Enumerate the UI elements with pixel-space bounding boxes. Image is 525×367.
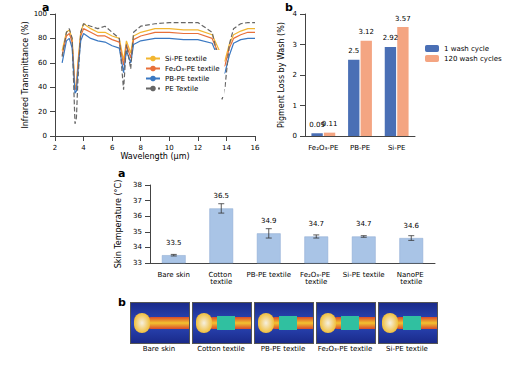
svg-text:Si-PE textile: Si-PE textile [343, 271, 385, 279]
svg-text:textile: textile [210, 278, 232, 286]
svg-text:b: b [285, 1, 293, 14]
svg-text:Skin Temperature (°C): Skin Temperature (°C) [114, 180, 123, 269]
svg-text:Si-PE: Si-PE [388, 144, 406, 152]
svg-text:1 wash cycle: 1 wash cycle [444, 45, 489, 53]
svg-text:34.7: 34.7 [356, 220, 372, 228]
svg-text:20: 20 [38, 108, 47, 116]
html-text:PB-PE textile: PB-PE textile [260, 345, 306, 353]
svg-text:10: 10 [165, 144, 174, 152]
svg-text:3.12: 3.12 [358, 28, 374, 36]
svg-text:NanoPE: NanoPE [396, 270, 426, 279]
svg-text:33: 33 [133, 259, 142, 267]
svg-text:60: 60 [38, 59, 47, 67]
svg-text:6: 6 [110, 144, 115, 152]
svg-text:PB-PE: PB-PE [350, 144, 370, 152]
svg-text:Fe₂O₃-PE: Fe₂O₃-PE [308, 144, 338, 152]
svg-text:33.5: 33.5 [166, 239, 182, 247]
html-text:Bare skin: Bare skin [142, 345, 176, 353]
svg-text:PE Textile: PE Textile [165, 85, 198, 93]
svg-text:3.57: 3.57 [395, 15, 411, 23]
svg-text:Cotton: Cotton [208, 270, 235, 279]
svg-text:36.5: 36.5 [213, 192, 229, 200]
svg-text:PB-PE textile: PB-PE textile [165, 75, 209, 83]
svg-text:34.6: 34.6 [403, 222, 419, 230]
svg-text:a: a [118, 167, 125, 180]
svg-text:Pigment Loss by Wash (%): Pigment Loss by Wash (%) [277, 22, 286, 128]
svg-text:PB-PE textile: PB-PE textile [247, 271, 291, 279]
svg-text:14: 14 [222, 144, 231, 152]
html-text:Si-PE textile: Si-PE textile [386, 345, 428, 353]
svg-text:12: 12 [193, 144, 202, 152]
svg-text:34.9: 34.9 [261, 217, 277, 225]
svg-text:34: 34 [133, 243, 142, 251]
svg-text:Fe₂O₃-PE: Fe₂O₃-PE [300, 270, 333, 279]
svg-text:16: 16 [251, 144, 260, 152]
svg-text:100: 100 [34, 10, 47, 18]
svg-text:4: 4 [293, 10, 298, 18]
svg-text:80: 80 [38, 34, 47, 42]
svg-text:textile: textile [400, 278, 422, 286]
svg-text:Si-PE textile: Si-PE textile [165, 55, 207, 63]
svg-text:Infrared Transmittance (%): Infrared Transmittance (%) [21, 21, 30, 128]
svg-text:2.5: 2.5 [348, 47, 359, 55]
svg-text:0.11: 0.11 [322, 120, 338, 128]
svg-text:36: 36 [133, 212, 142, 220]
svg-text:0.09: 0.09 [309, 120, 325, 129]
svg-text:Wavelength (μm): Wavelength (μm) [120, 152, 189, 161]
svg-text:120 wash cycles: 120 wash cycles [444, 55, 502, 63]
svg-text:1: 1 [293, 102, 297, 110]
html-text:Fe₂O₃-PE textile: Fe₂O₃-PE textile [317, 345, 373, 353]
svg-text:0: 0 [293, 132, 297, 140]
svg-text:2.92: 2.92 [383, 34, 399, 42]
svg-text:37: 37 [133, 197, 142, 205]
svg-text:2: 2 [293, 71, 297, 79]
svg-text:40: 40 [38, 83, 47, 91]
html-text:Cotton textile: Cotton textile [197, 345, 245, 353]
svg-text:38: 38 [133, 181, 142, 189]
svg-text:a: a [42, 1, 50, 14]
svg-text:Fe₂O₃-PE textile: Fe₂O₃-PE textile [165, 65, 219, 73]
svg-text:8: 8 [138, 144, 142, 152]
svg-text:4: 4 [81, 144, 86, 152]
svg-text:2: 2 [53, 144, 57, 152]
svg-text:35: 35 [133, 228, 142, 236]
svg-text:34.7: 34.7 [308, 220, 324, 228]
svg-text:textile: textile [305, 278, 327, 286]
svg-text:Bare skin: Bare skin [158, 271, 190, 279]
svg-text:3: 3 [293, 41, 297, 49]
svg-text:0: 0 [43, 132, 47, 140]
html-text:b: b [118, 296, 126, 309]
